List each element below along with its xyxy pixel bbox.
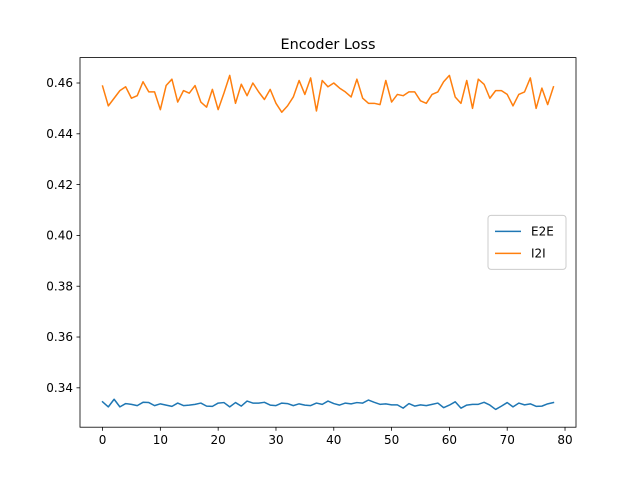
x-tick-label: 80	[557, 433, 572, 447]
y-axis: 0.34 0.36 0.38 0.40 0.42 0.44 0.46	[46, 76, 80, 395]
y-tick-label: 0.38	[46, 279, 73, 293]
y-tick-label: 0.36	[46, 330, 73, 344]
legend: E2E I2I	[487, 214, 567, 270]
y-tick-label: 0.40	[46, 229, 73, 243]
x-tick-label: 20	[211, 433, 226, 447]
x-tick-label: 40	[326, 433, 341, 447]
plot-area	[101, 74, 555, 411]
x-tick-label: 30	[268, 433, 283, 447]
x-tick-label: 0	[99, 433, 107, 447]
y-tick-label: 0.44	[46, 127, 73, 141]
legend-label-i2i: I2I	[531, 247, 546, 261]
legend-box	[487, 214, 567, 270]
x-tick-label: 70	[500, 433, 515, 447]
chart-title: Encoder Loss	[281, 37, 376, 53]
y-tick-label: 0.34	[46, 381, 73, 395]
y-tick-label: 0.46	[46, 76, 73, 90]
series-line-i2i	[101, 74, 555, 113]
y-tick-label: 0.42	[46, 178, 73, 192]
legend-label-e2e: E2E	[531, 225, 554, 239]
x-tick-label: 60	[442, 433, 457, 447]
x-axis: 0 10 20 30 40 50 60 70 80	[99, 427, 573, 447]
x-tick-label: 50	[384, 433, 399, 447]
x-tick-label: 10	[153, 433, 168, 447]
series-line-e2e	[101, 398, 555, 411]
axes-frame	[79, 57, 577, 428]
